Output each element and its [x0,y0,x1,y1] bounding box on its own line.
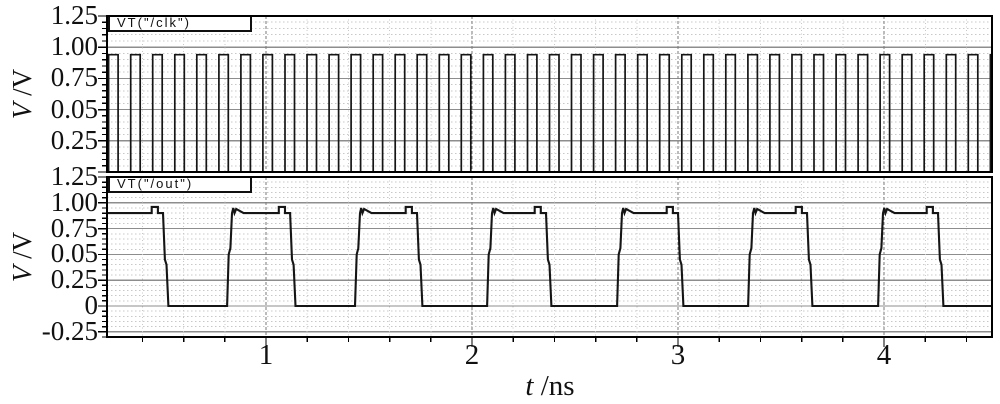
x-tick-label: 2 [464,339,480,371]
y-tick-label-out: 0.75 [50,212,98,243]
legend-out-label: VT("/out") [117,178,194,191]
waveform-out [107,205,992,308]
legend-out: VT("/out") [108,178,252,193]
x-axis-ticks [141,338,968,347]
grid-clk [98,15,992,173]
y-tick-label-clk: 0.05 [50,93,98,124]
y-tick-label-clk: 1.25 [50,0,98,30]
y-tick-label-clk: 1.00 [50,31,98,62]
panel-out [98,176,993,338]
x-axis-unit: /ns [533,370,575,402]
waveform-clk [107,53,992,173]
y-tick-label-out: 0.25 [50,264,98,295]
x-tick-label: 4 [876,339,892,371]
grid-out [98,176,992,338]
panel-clk [98,15,993,173]
panel-frame-out [106,176,993,338]
y-tick-label-clk: 0.25 [50,124,98,155]
x-tick-label: 1 [258,339,274,371]
y-tick-label-out: 1.00 [50,186,98,217]
y-tick-label-out: -0.25 [41,315,98,346]
legend-clk: VT("/clk") [108,17,252,32]
panel-frame-clk [106,15,993,173]
y-tick-label-out: 0 [84,290,99,321]
x-axis-variable: t [525,370,534,402]
legend-clk-label: VT("/clk") [117,17,191,30]
y-tick-label-out: 0.05 [50,238,98,269]
y-tick-label-out: 1.25 [50,161,98,191]
y-tick-label-clk: 0.75 [50,62,98,93]
x-axis-title: t /ns [490,370,610,402]
x-tick-label: 3 [670,339,686,371]
